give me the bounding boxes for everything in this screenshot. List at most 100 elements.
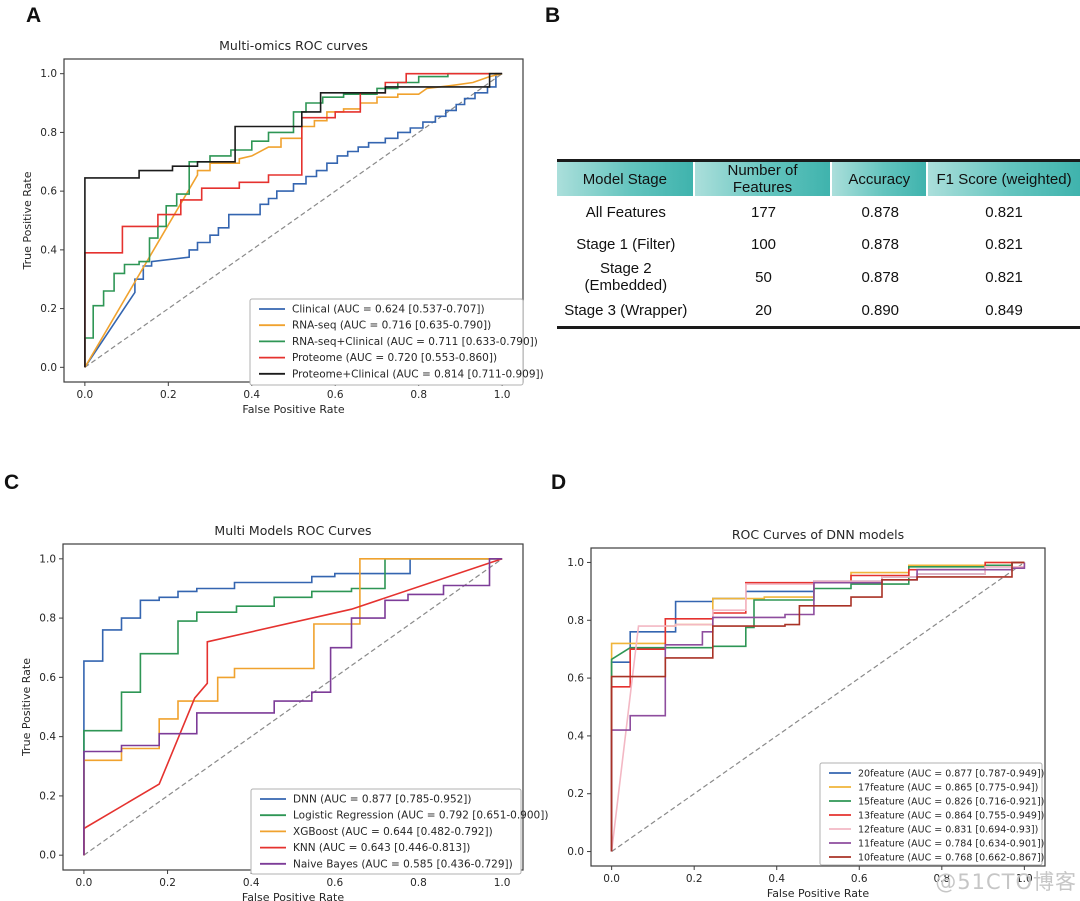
table-cell: 0.890 xyxy=(832,294,929,326)
roc-chart-svg: ROC Curves of DNN models 0.0 0.2 0.4 0.6 0.8 1… xyxy=(548,527,1046,900)
y-tick-label: 0.2 xyxy=(567,788,584,800)
x-tick-label: 0.2 xyxy=(160,389,177,401)
x-tick-label: 0.0 xyxy=(77,389,94,401)
chance-diagonal xyxy=(83,558,503,856)
table-cell: 177 xyxy=(694,196,833,228)
x-axis-label: False Positive Rate xyxy=(767,887,869,900)
x-tick-label: 1.0 xyxy=(1016,873,1033,885)
table-header-cell: Accuracy xyxy=(832,162,929,196)
legend-entry: RNA-seq+Clinical (AUC = 0.711 [0.633-0.7… xyxy=(292,336,538,348)
table-cell: 0.821 xyxy=(928,260,1080,294)
legend-box xyxy=(819,762,1043,866)
roc-curve xyxy=(84,72,503,368)
x-tick-label: 0.2 xyxy=(686,873,703,885)
legend-entry: 17feature (AUC = 0.865 [0.775-0.94]) xyxy=(858,783,1038,794)
y-tick-label: 1.0 xyxy=(39,553,56,565)
legend-entry: Naive Bayes (AUC = 0.585 [0.436-0.729]) xyxy=(293,858,513,870)
y-axis-label: True Positive Rate xyxy=(20,658,33,757)
y-tick-label: 0.2 xyxy=(39,790,56,802)
panel-label-b: B xyxy=(545,4,561,27)
table-row: All Features 177 0.878 0.821 xyxy=(557,196,1080,228)
x-tick-label: 0.8 xyxy=(410,389,427,401)
table-cell: 20 xyxy=(694,294,833,326)
table-cell: All Features xyxy=(557,196,695,228)
y-tick-label: 0.6 xyxy=(567,673,584,685)
chart-title: Multi-omics ROC curves xyxy=(219,38,368,53)
chart-title: ROC Curves of DNN models xyxy=(732,527,904,542)
table-row: Stage 3 (Wrapper) 20 0.890 0.849 xyxy=(557,294,1080,326)
table-cell: 0.821 xyxy=(928,228,1080,260)
table-cell: 50 xyxy=(694,260,833,294)
roc-curve xyxy=(610,562,1026,852)
x-axis-label: False Positive Rate xyxy=(242,891,344,901)
y-tick-label: 0.0 xyxy=(567,846,584,858)
y-tick-label: 0.4 xyxy=(567,730,584,742)
legend-entry: KNN (AUC = 0.643 [0.446-0.813]) xyxy=(293,842,470,854)
x-tick-label: 0.4 xyxy=(243,877,260,889)
table-cell: 0.821 xyxy=(928,196,1080,228)
legend-entry: Clinical (AUC = 0.624 [0.537-0.707]) xyxy=(292,304,485,316)
table-header-cell: Number of Features xyxy=(694,162,833,196)
roc-curve xyxy=(83,557,503,856)
roc-chart-dnn-models: ROC Curves of DNN models 0.0 0.2 0.4 0.6 0.8 1… xyxy=(548,525,1080,901)
y-axis-label: True Positive Rate xyxy=(558,658,561,757)
x-tick-label: 0.6 xyxy=(327,389,344,401)
y-tick-label: 0.4 xyxy=(40,244,57,256)
x-tick-label: 0.8 xyxy=(410,877,427,889)
y-tick-label: 1.0 xyxy=(40,68,57,80)
x-tick-label: 1.0 xyxy=(494,389,511,401)
roc-chart-multimodels: Multi Models ROC Curves 0.0 0.2 0.4 0.6 0.8 1.… xyxy=(18,513,548,901)
legend-entry: 12feature (AUC = 0.831 [0.694-0.93]) xyxy=(858,825,1038,836)
table-row: Stage 2 (Embedded) 50 0.878 0.821 xyxy=(557,260,1080,294)
x-axis-label: False Positive Rate xyxy=(242,403,344,416)
roc-chart-svg: Multi-omics ROC curves 0.0 0.2 0.4 0.6 0.8 1.0… xyxy=(21,38,544,416)
table-cell: 100 xyxy=(694,228,833,260)
legend-entry: XGBoost (AUC = 0.644 [0.482-0.792]) xyxy=(293,826,493,838)
panel-label-d: D xyxy=(551,471,567,494)
legend-entry: 15feature (AUC = 0.826 [0.716-0.921]) xyxy=(858,797,1044,808)
y-tick-label: 0.8 xyxy=(39,613,56,625)
table-body: All Features 177 0.878 0.821 Stage 1 (Filter… xyxy=(557,196,1080,326)
table-cell: 0.878 xyxy=(832,260,929,294)
roc-curve xyxy=(83,558,503,856)
chance-diagonal xyxy=(611,561,1025,853)
legend-entry: DNN (AUC = 0.877 [0.785-0.952]) xyxy=(293,794,472,806)
y-tick-label: 0.8 xyxy=(567,615,584,627)
roc-curve xyxy=(84,72,503,368)
y-axis-label: True Positive Rate xyxy=(21,171,34,270)
watermark-text: @51CTO博客 xyxy=(935,870,1077,894)
table-header: Model Stage Number of Features Accuracy F1 … xyxy=(557,162,1080,196)
legend-entry: 10feature (AUC = 0.768 [0.662-0.867]) xyxy=(858,853,1044,864)
table-row: Stage 1 (Filter) 100 0.878 0.821 xyxy=(557,228,1080,260)
table-cell: Stage 1 (Filter) xyxy=(557,228,695,260)
x-tick-label: 0.0 xyxy=(76,877,93,889)
roc-chart-multiomics: Multi-omics ROC curves 0.0 0.2 0.4 0.6 0.8 1.0… xyxy=(18,28,548,432)
y-tick-label: 1.0 xyxy=(567,557,584,569)
x-tick-label: 0.6 xyxy=(851,873,868,885)
chart-title: Multi Models ROC Curves xyxy=(214,523,371,538)
x-tick-label: 0.4 xyxy=(243,389,260,401)
roc-curve xyxy=(83,557,503,856)
table-header-cell: Model Stage xyxy=(557,162,695,196)
y-tick-label: 0.6 xyxy=(40,186,57,198)
table-cell: Stage 2 (Embedded) xyxy=(557,260,695,294)
legend-entry: 11feature (AUC = 0.784 [0.634-0.901]) xyxy=(858,839,1044,850)
table-cell: Stage 3 (Wrapper) xyxy=(557,294,695,326)
roc-curve xyxy=(83,557,503,856)
panel-label-a: A xyxy=(26,4,42,27)
roc-curve xyxy=(610,561,1025,852)
legend-entry: Proteome (AUC = 0.720 [0.553-0.860]) xyxy=(292,352,497,364)
model-stage-table-wrap: Model Stage Number of Features Accuracy F1 … xyxy=(557,159,1080,329)
legend-entry: Logistic Regression (AUC = 0.792 [0.651-… xyxy=(293,810,548,822)
y-tick-label: 0.8 xyxy=(40,127,57,139)
x-tick-label: 0.2 xyxy=(159,877,176,889)
legend-entry: RNA-seq (AUC = 0.716 [0.635-0.790]) xyxy=(292,320,491,332)
table-header-cell: F1 Score (weighted) xyxy=(928,162,1080,196)
y-tick-label: 0.6 xyxy=(39,672,56,684)
legend-entry: 20feature (AUC = 0.877 [0.787-0.949]) xyxy=(858,769,1044,780)
panel-label-c: C xyxy=(4,471,20,494)
roc-chart-svg: Multi Models ROC Curves 0.0 0.2 0.4 0.6 0.8 1.… xyxy=(20,523,548,901)
x-tick-label: 0.6 xyxy=(326,877,343,889)
y-tick-label: 0.0 xyxy=(40,362,57,374)
